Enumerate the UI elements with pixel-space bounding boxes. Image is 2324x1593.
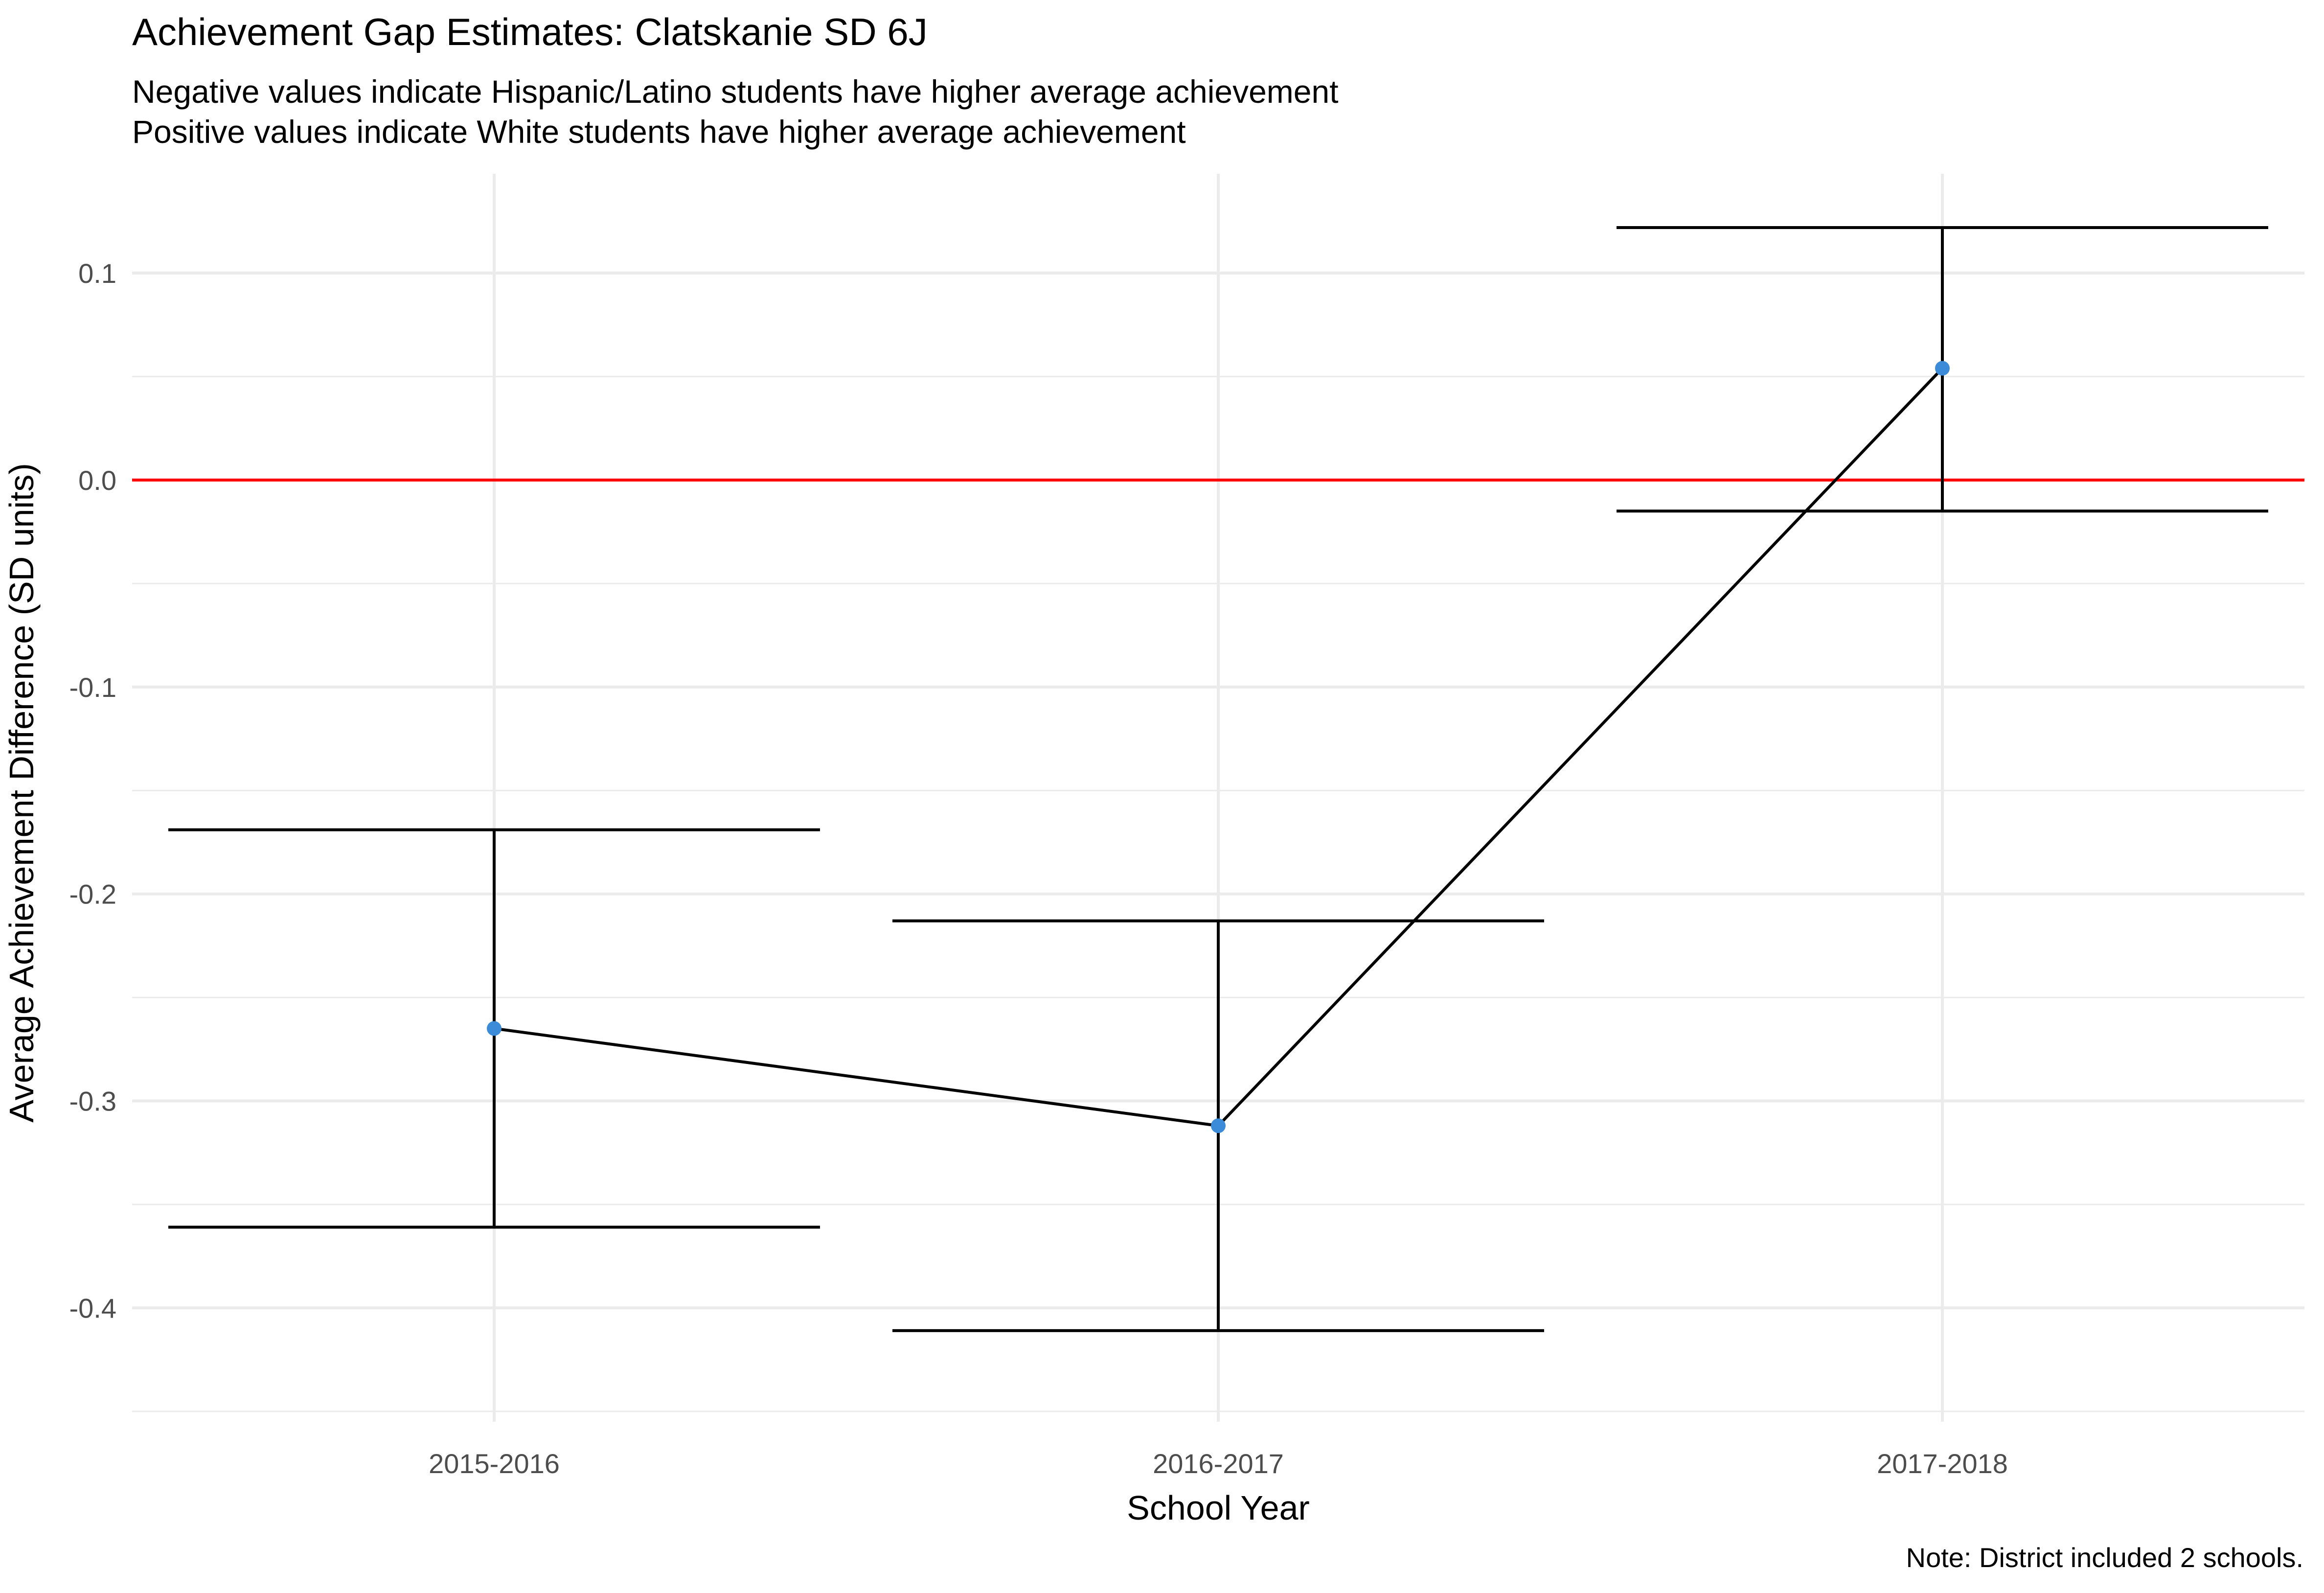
x-axis-label: School Year — [1127, 1489, 1310, 1527]
y-tick-label: 0.1 — [78, 258, 116, 289]
y-axis-tick-labels: 0.1 0.0 -0.1 -0.2 -0.3 -0.4 — [69, 258, 117, 1323]
y-axis-label: Average Achievement Difference (SD units… — [2, 463, 41, 1123]
chart-caption: Note: District included 2 schools. — [1906, 1542, 2303, 1573]
y-tick-label: -0.3 — [69, 1086, 117, 1117]
y-tick-label: -0.1 — [69, 672, 117, 703]
y-tick-label: 0.0 — [78, 465, 116, 496]
chart-subtitle-line-2: Positive values indicate White students … — [132, 114, 1186, 150]
data-point — [1211, 1118, 1226, 1133]
data-point — [1935, 361, 1950, 376]
data-point — [487, 1021, 501, 1036]
y-tick-label: -0.4 — [69, 1293, 117, 1323]
x-tick-label: 2017-2018 — [1877, 1448, 2008, 1479]
x-axis-tick-labels: 2015-2016 2016-2017 2017-2018 — [429, 1448, 2008, 1479]
x-tick-label: 2016-2017 — [1153, 1448, 1284, 1479]
x-tick-label: 2015-2016 — [429, 1448, 560, 1479]
chart-subtitle-line-1: Negative values indicate Hispanic/Latino… — [132, 73, 1339, 110]
data-points — [487, 361, 1950, 1133]
chart-title: Achievement Gap Estimates: Clatskanie SD… — [132, 10, 928, 53]
y-tick-label: -0.2 — [69, 879, 117, 910]
